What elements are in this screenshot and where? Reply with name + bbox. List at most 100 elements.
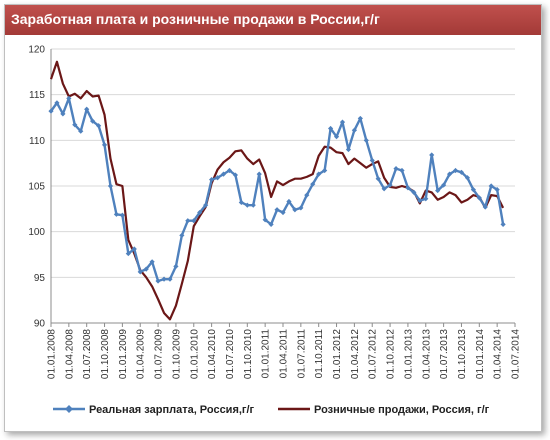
x-tick-label: 01.04.2008 bbox=[64, 329, 75, 379]
data-point-wages bbox=[137, 269, 143, 275]
x-tick-label: 01.04.2010 bbox=[207, 329, 218, 379]
y-tick-labels: 90 95 100 105 110 115 120 bbox=[28, 45, 45, 330]
data-point-wages bbox=[274, 207, 280, 213]
data-point-wages bbox=[95, 123, 102, 129]
x-tick-label: 01.01.2011 bbox=[261, 329, 272, 379]
x-tick-label: 01.01.2014 bbox=[475, 329, 486, 379]
x-tick-label: 01.07.2013 bbox=[439, 329, 450, 379]
data-point-wages bbox=[292, 207, 298, 213]
legend: Реальная зарплата, Россия,г/г Розничные … bbox=[53, 404, 490, 416]
data-point-wages bbox=[280, 209, 286, 216]
data-point-wages bbox=[411, 189, 417, 195]
data-point-wages bbox=[209, 177, 215, 183]
data-point-wages bbox=[226, 167, 233, 174]
x-tick-label: 01.04.2011 bbox=[279, 329, 290, 379]
data-point-wages bbox=[423, 196, 429, 202]
data-point-wages bbox=[232, 172, 239, 178]
x-tick-label: 01.04.2009 bbox=[136, 329, 147, 379]
x-tick-label: 01.01.2009 bbox=[118, 329, 129, 379]
data-point-wages bbox=[256, 171, 262, 177]
data-point-wages bbox=[119, 212, 125, 218]
data-point-wages bbox=[286, 198, 292, 205]
data-point-wages bbox=[381, 186, 387, 192]
data-point-wages bbox=[298, 205, 304, 211]
data-point-wages bbox=[322, 167, 328, 174]
x-tick-label: 01.10.2012 bbox=[386, 329, 397, 379]
data-point-wages bbox=[131, 246, 137, 252]
data-point-wages bbox=[488, 183, 494, 189]
x-tick-label: 01.07.2014 bbox=[511, 329, 522, 379]
data-point-wages bbox=[167, 276, 173, 282]
data-point-wages bbox=[161, 276, 167, 282]
chart-title: Заработная плата и розничные продажи в Р… bbox=[11, 11, 380, 27]
data-point-wages bbox=[185, 218, 191, 224]
x-tick-label: 01.01.2008 bbox=[47, 329, 58, 379]
x-tick-label: 01.01.2012 bbox=[332, 329, 343, 379]
data-point-wages bbox=[304, 192, 310, 198]
data-point-wages bbox=[435, 187, 441, 194]
y-tick-label: 90 bbox=[34, 319, 46, 330]
data-point-wages bbox=[357, 115, 363, 122]
data-point-wages bbox=[191, 218, 197, 224]
x-tick-label: 01.01.2013 bbox=[403, 329, 414, 379]
data-point-wages bbox=[500, 221, 506, 227]
data-point-wages bbox=[125, 250, 131, 257]
data-point-wages bbox=[84, 106, 90, 112]
legend-label-retail: Розничные продажи, Россия, г/г bbox=[314, 404, 490, 416]
y-tick-label: 115 bbox=[29, 90, 45, 101]
x-tick-label: 01.07.2011 bbox=[296, 329, 307, 379]
data-point-wages bbox=[238, 199, 244, 206]
data-point-wages bbox=[446, 171, 453, 177]
data-point-wages bbox=[48, 108, 54, 114]
data-point-wages bbox=[339, 119, 346, 125]
data-point-wages bbox=[203, 202, 209, 208]
data-point-wages bbox=[429, 152, 435, 158]
data-point-wages bbox=[333, 134, 340, 140]
data-point-wages bbox=[197, 209, 203, 216]
y-tick-label: 110 bbox=[29, 136, 45, 147]
data-point-wages bbox=[441, 182, 447, 188]
data-point-wages bbox=[470, 187, 476, 193]
data-point-wages bbox=[262, 217, 268, 223]
data-point-wages bbox=[375, 176, 381, 182]
chart-frame: Заработная плата и розничные продажи в Р… bbox=[4, 4, 542, 432]
data-point-wages bbox=[363, 137, 369, 143]
data-point-wages bbox=[405, 185, 411, 191]
title-bar: Заработная плата и розничные продажи в Р… bbox=[5, 5, 541, 35]
x-tick-label: 01.04.2013 bbox=[421, 329, 432, 379]
x-tick-label: 01.10.2013 bbox=[457, 329, 468, 379]
data-point-wages bbox=[90, 118, 96, 124]
x-tick-label: 01.01.2010 bbox=[189, 329, 200, 379]
data-point-wages bbox=[452, 167, 459, 174]
data-point-wages bbox=[78, 128, 84, 134]
data-point-wages bbox=[369, 157, 375, 164]
data-point-wages bbox=[476, 195, 482, 201]
series-line-wages bbox=[50, 97, 505, 283]
data-point-wages bbox=[494, 187, 500, 193]
data-point-wages bbox=[60, 111, 66, 117]
data-point-wages bbox=[250, 202, 256, 208]
data-point-wages bbox=[101, 142, 108, 148]
data-point-wages bbox=[66, 95, 72, 101]
x-tick-label: 01.07.2012 bbox=[368, 329, 379, 379]
series-lines bbox=[48, 60, 506, 321]
data-point-wages bbox=[482, 204, 488, 210]
data-point-wages bbox=[173, 263, 179, 269]
legend-item-retail: Розничные продажи, Россия, г/г bbox=[278, 404, 490, 416]
data-point-wages bbox=[179, 232, 185, 238]
y-tick-label: 120 bbox=[28, 45, 45, 56]
x-tick-label: 01.07.2008 bbox=[82, 329, 93, 379]
legend-label-wages: Реальная зарплата, Россия,г/г bbox=[89, 404, 255, 416]
y-tick-label: 105 bbox=[28, 182, 45, 193]
x-tick-label: 01.10.2010 bbox=[243, 329, 254, 379]
data-point-wages bbox=[244, 202, 250, 208]
data-point-wages bbox=[54, 100, 60, 106]
data-point-wages bbox=[113, 211, 120, 217]
data-point-wages bbox=[107, 183, 114, 189]
data-point-wages bbox=[220, 171, 227, 177]
x-tick-label: 01.10.2011 bbox=[314, 329, 325, 379]
data-point-wages bbox=[417, 198, 423, 204]
data-point-wages bbox=[345, 146, 352, 153]
x-tick-label: 01.04.2014 bbox=[493, 329, 504, 379]
data-point-wages bbox=[327, 125, 334, 132]
